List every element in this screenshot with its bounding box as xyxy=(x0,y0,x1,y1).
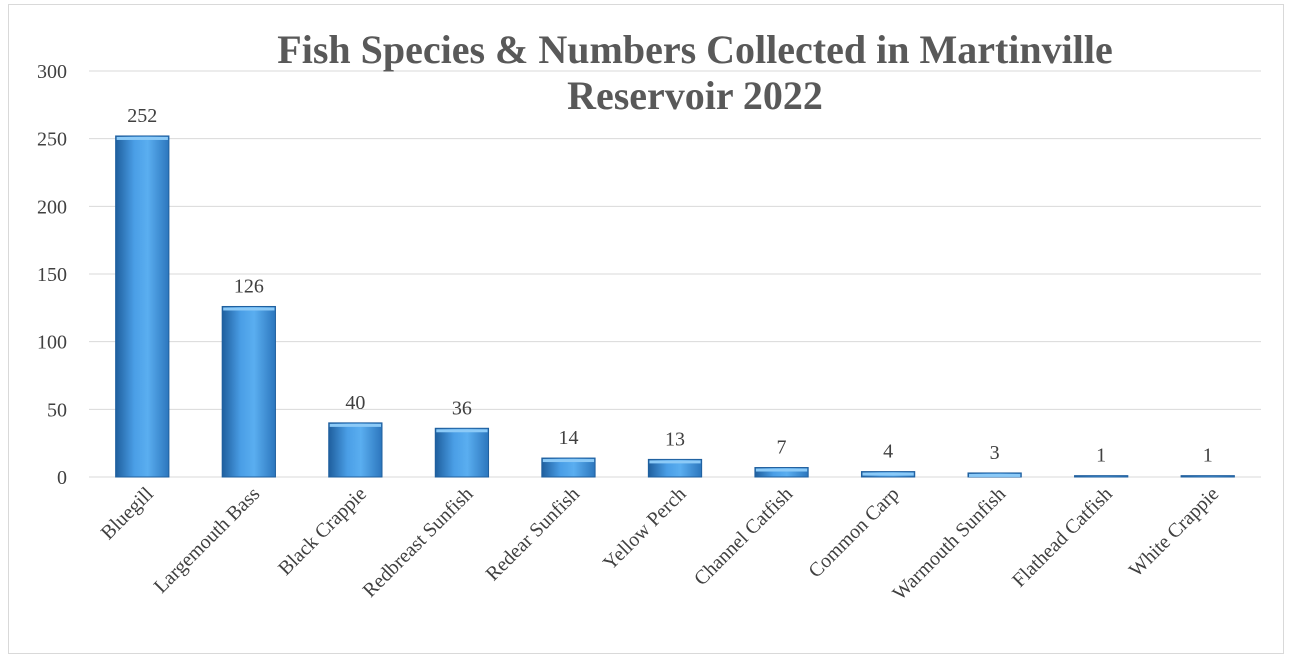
bar-channel-catfish xyxy=(754,467,809,478)
chart-title-line-2: Reservoir 2022 xyxy=(567,73,823,118)
bar-common-carp xyxy=(860,471,916,478)
category-label-white-crappie: White Crappie xyxy=(1125,483,1224,582)
bar-body xyxy=(754,467,809,478)
bar-body xyxy=(1180,475,1235,478)
bar-top-bevel xyxy=(116,136,168,140)
data-label-redbreast-sunfish: 36 xyxy=(452,397,472,419)
bar-redear-sunfish xyxy=(541,457,596,478)
bar-warmouth-sunfish xyxy=(967,472,1022,478)
bar-top-bevel xyxy=(649,460,701,464)
category-label-flathead-catfish: Flathead Catfish xyxy=(1008,483,1117,592)
bar-body xyxy=(328,422,383,478)
bar-top-bevel xyxy=(542,459,595,463)
data-label-redear-sunfish: 14 xyxy=(558,427,578,449)
y-tick-label-0: 0 xyxy=(57,467,67,489)
bar-black-crappie xyxy=(328,422,383,478)
chart-title-line-1: Fish Species & Numbers Collected in Mart… xyxy=(277,27,1112,72)
bar-top-bevel xyxy=(329,423,381,427)
bar-yellow-perch xyxy=(647,458,703,478)
data-label-warmouth-sunfish: 3 xyxy=(990,442,1000,464)
y-tick-label-50: 50 xyxy=(47,399,67,421)
bar-chart: Fish Species & Numbers Collected in Mart… xyxy=(37,27,1261,605)
category-label-largemouth-bass: Largemouth Bass xyxy=(150,483,265,598)
bar-top-bevel xyxy=(223,307,275,311)
bar-body xyxy=(1074,475,1129,478)
data-label-channel-catfish: 7 xyxy=(777,437,787,459)
data-label-common-carp: 4 xyxy=(883,441,893,463)
category-label-common-carp: Common Carp xyxy=(804,483,903,582)
data-label-flathead-catfish: 1 xyxy=(1096,445,1106,467)
category-label-channel-catfish: Channel Catfish xyxy=(690,483,797,590)
y-tick-label-250: 250 xyxy=(37,129,67,151)
y-tick-label-200: 200 xyxy=(37,196,67,218)
data-label-black-crappie: 40 xyxy=(345,392,365,414)
bar-top-bevel xyxy=(862,472,914,476)
y-tick-label-100: 100 xyxy=(37,332,67,354)
bar-top-bevel xyxy=(436,429,488,433)
bar-redbreast-sunfish xyxy=(434,427,490,478)
bar-largemouth-bass xyxy=(221,305,276,478)
bar-bluegill xyxy=(115,135,170,478)
category-label-warmouth-sunfish: Warmouth Sunfish xyxy=(889,483,1011,605)
y-tick-label-300: 300 xyxy=(37,61,67,83)
bar-white-crappie xyxy=(1180,475,1235,478)
bar-flathead-catfish xyxy=(1074,475,1129,478)
bar-body xyxy=(115,135,170,478)
data-label-white-crappie: 1 xyxy=(1203,445,1213,467)
bar-body xyxy=(647,458,703,478)
bar-top-bevel xyxy=(969,473,1021,477)
category-label-redear-sunfish: Redear Sunfish xyxy=(482,483,584,585)
bar-top-bevel xyxy=(755,468,808,472)
category-label-redbreast-sunfish: Redbreast Sunfish xyxy=(359,483,478,602)
y-tick-label-150: 150 xyxy=(37,264,67,286)
data-label-bluegill: 252 xyxy=(127,105,157,127)
category-label-black-crappie: Black Crappie xyxy=(274,483,371,580)
bar-body xyxy=(434,427,490,478)
chart-frame: Fish Species & Numbers Collected in Mart… xyxy=(8,4,1284,654)
data-label-yellow-perch: 13 xyxy=(665,428,685,450)
bar-body xyxy=(221,305,276,478)
data-label-largemouth-bass: 126 xyxy=(234,275,264,297)
category-label-bluegill: Bluegill xyxy=(97,483,158,544)
category-label-yellow-perch: Yellow Perch xyxy=(599,483,691,575)
bar-body xyxy=(541,457,596,478)
